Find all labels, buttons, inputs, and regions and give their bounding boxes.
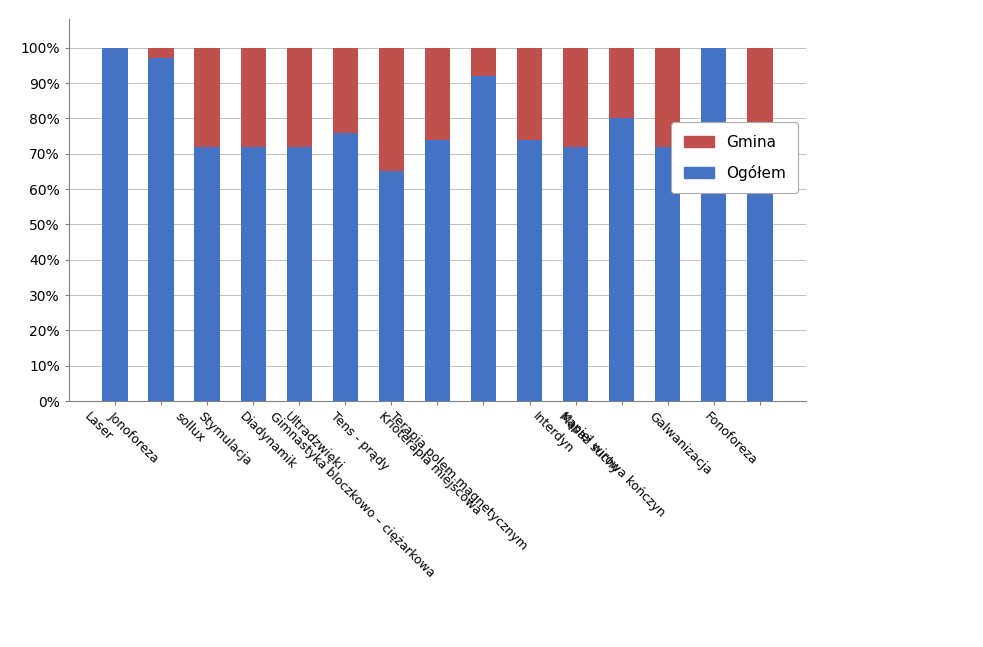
- Bar: [609, 48, 634, 118]
- Bar: [517, 48, 543, 140]
- Legend: Gmina, Ogółem: Gmina, Ogółem: [671, 122, 798, 193]
- Bar: [148, 48, 174, 58]
- Bar: [425, 140, 450, 401]
- Bar: [563, 48, 588, 147]
- Bar: [747, 136, 773, 401]
- Bar: [241, 48, 265, 147]
- Bar: [471, 76, 496, 401]
- Bar: [148, 58, 174, 401]
- Bar: [332, 133, 358, 401]
- Bar: [332, 48, 358, 133]
- Bar: [517, 140, 543, 401]
- Bar: [747, 48, 773, 136]
- Bar: [471, 48, 496, 76]
- Bar: [655, 48, 680, 147]
- Bar: [102, 48, 128, 401]
- Bar: [701, 48, 726, 401]
- Bar: [609, 118, 634, 401]
- Bar: [655, 147, 680, 401]
- Bar: [287, 48, 312, 147]
- Bar: [378, 48, 404, 171]
- Bar: [195, 147, 220, 401]
- Bar: [287, 147, 312, 401]
- Bar: [241, 147, 265, 401]
- Bar: [425, 48, 450, 140]
- Bar: [378, 171, 404, 401]
- Bar: [563, 147, 588, 401]
- Bar: [195, 48, 220, 147]
